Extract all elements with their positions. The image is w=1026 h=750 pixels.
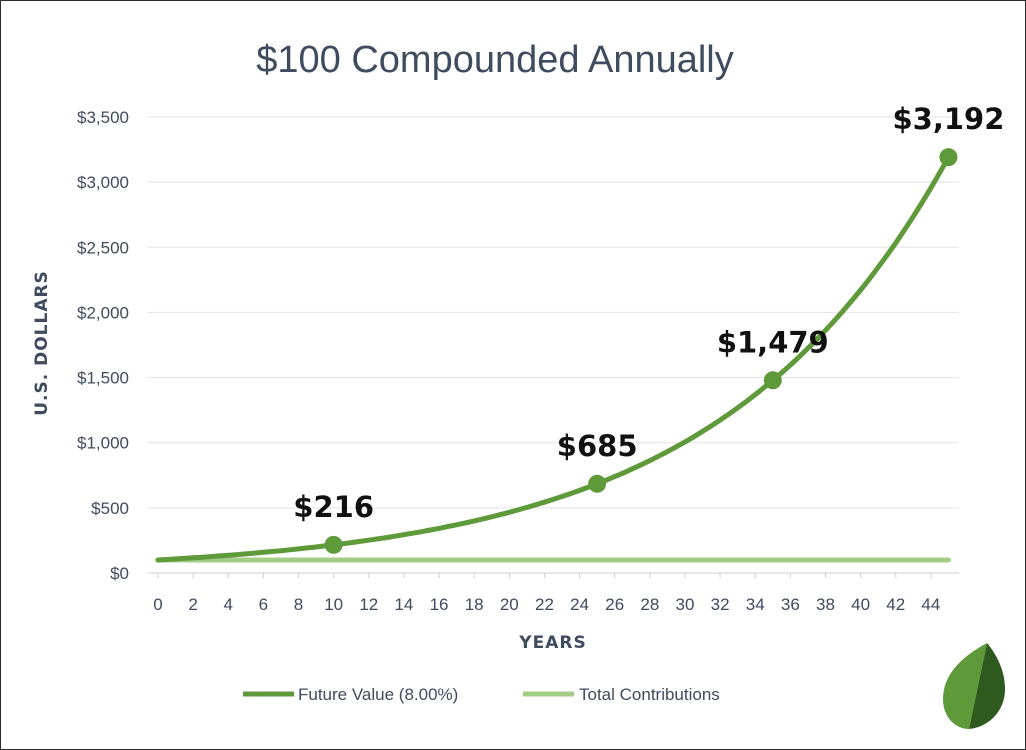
x-tick-label: 22 [535, 595, 554, 614]
x-tick-label: 0 [153, 595, 162, 614]
x-tick-label: 20 [500, 595, 519, 614]
x-tick-label: 30 [676, 595, 695, 614]
annotation-marker [763, 371, 782, 390]
x-tick-label: 6 [259, 595, 268, 614]
x-tick-label: 8 [294, 595, 303, 614]
x-tick-label: 28 [640, 595, 659, 614]
series-line-future-value [155, 154, 951, 563]
y-axis-ticks: $0 $500 $1,000 $1,500 $2,000 $2,500 $3,000 $3,5… [77, 108, 129, 583]
x-tick-label: 18 [465, 595, 484, 614]
x-tick-label: 12 [359, 595, 378, 614]
x-tick-label: 26 [605, 595, 624, 614]
annotation-label: $685 [557, 429, 638, 463]
y-axis-title: U.S. DOLLARS [32, 270, 52, 416]
y-tick-label: $500 [91, 499, 129, 518]
x-tick-label: 32 [711, 595, 730, 614]
series-lines [155, 154, 951, 563]
x-tick-label: 42 [886, 595, 905, 614]
x-tick-label: 38 [816, 595, 835, 614]
y-tick-label: $1,000 [77, 434, 129, 453]
annotation-label: $3,192 [892, 102, 1004, 136]
annotation-marker [324, 535, 343, 554]
y-tick-label: $0 [110, 564, 129, 583]
y-tick-label: $1,500 [77, 369, 129, 388]
x-tick-label: 10 [324, 595, 343, 614]
legend-label-total-contributions: Total Contributions [579, 685, 720, 704]
x-tick-label: 34 [746, 595, 765, 614]
x-axis-title: YEARS [518, 633, 586, 653]
x-tick-label: 40 [851, 595, 870, 614]
x-tick-label: 2 [188, 595, 197, 614]
x-tick-label: 4 [224, 595, 233, 614]
grid-lines [148, 116, 959, 509]
annotation-label: $1,479 [717, 325, 829, 359]
y-tick-label: $3,500 [77, 108, 129, 127]
x-tick-label: 14 [394, 595, 413, 614]
legend: Future Value (8.00%) Total Contributions [243, 685, 720, 704]
annotation-marker [588, 474, 607, 493]
leaf-logo-dark [969, 643, 1005, 729]
chart-title: $100 Compounded Annually [256, 39, 734, 81]
y-tick-label: $3,000 [77, 173, 129, 192]
x-tick-label: 44 [921, 595, 940, 614]
leaf-logo [943, 643, 1005, 729]
annotations: $216 $685 $1,479 $3,192 [293, 102, 1004, 554]
legend-label-future-value: Future Value (8.00%) [298, 685, 458, 704]
x-tick-label: 24 [570, 595, 589, 614]
annotation-label: $216 [293, 490, 374, 524]
leaf-logo-light [943, 643, 987, 729]
x-tick-label: 16 [430, 595, 449, 614]
annotation-marker [939, 148, 958, 167]
y-tick-label: $2,500 [77, 238, 129, 257]
x-tick-label: 36 [781, 595, 800, 614]
y-tick-label: $2,000 [77, 303, 129, 322]
x-axis: 0 2 4 6 8 10 12 14 16 18 20 22 24 26 28 30 32 34 36 38 40 42 4… [148, 572, 959, 614]
